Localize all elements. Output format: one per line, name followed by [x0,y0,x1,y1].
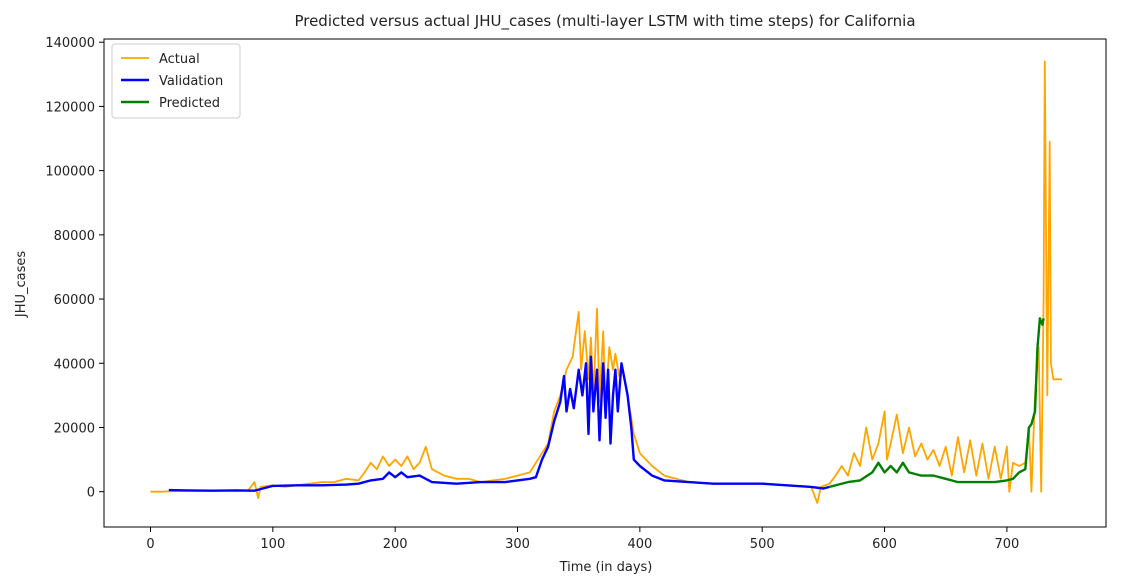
legend-label-predicted: Predicted [159,96,220,111]
series-line-validation [168,355,830,492]
x-tick-label: 100 [260,537,285,552]
x-tick-label: 700 [994,537,1019,552]
legend-label-validation: Validation [159,74,223,89]
x-axis-label: Time (in days) [559,560,653,575]
x-tick-label: 300 [505,537,530,552]
series-line-actual [150,60,1062,504]
series-layer [150,60,1062,504]
x-tick-label: 400 [627,537,652,552]
legend: Actual Validation Predicted [111,43,241,119]
series-line-predicted [829,317,1045,489]
axes-layer: 0 100 200 300 400 500 600 700 0 20000 40000 60000 80… [45,36,1107,552]
y-tick-label: 40000 [54,357,95,372]
y-tick-label: 80000 [54,229,95,244]
x-tick-label: 0 [146,537,154,552]
x-tick-label: 200 [383,537,408,552]
y-tick-label: 60000 [54,293,95,308]
x-tick-label: 500 [750,537,775,552]
y-tick-label: 20000 [54,421,95,436]
plot-frame [103,38,1107,528]
y-axis-label: JHU_cases [14,251,29,319]
legend-box [111,43,241,119]
y-tick-label: 0 [87,486,95,501]
chart-title: Predicted versus actual JHU_cases (multi… [294,12,915,31]
x-tick-label: 600 [872,537,897,552]
y-tick-label: 140000 [45,36,95,51]
y-tick-label: 120000 [45,100,95,115]
legend-label-actual: Actual [159,52,200,67]
y-tick-label: 100000 [45,165,95,180]
